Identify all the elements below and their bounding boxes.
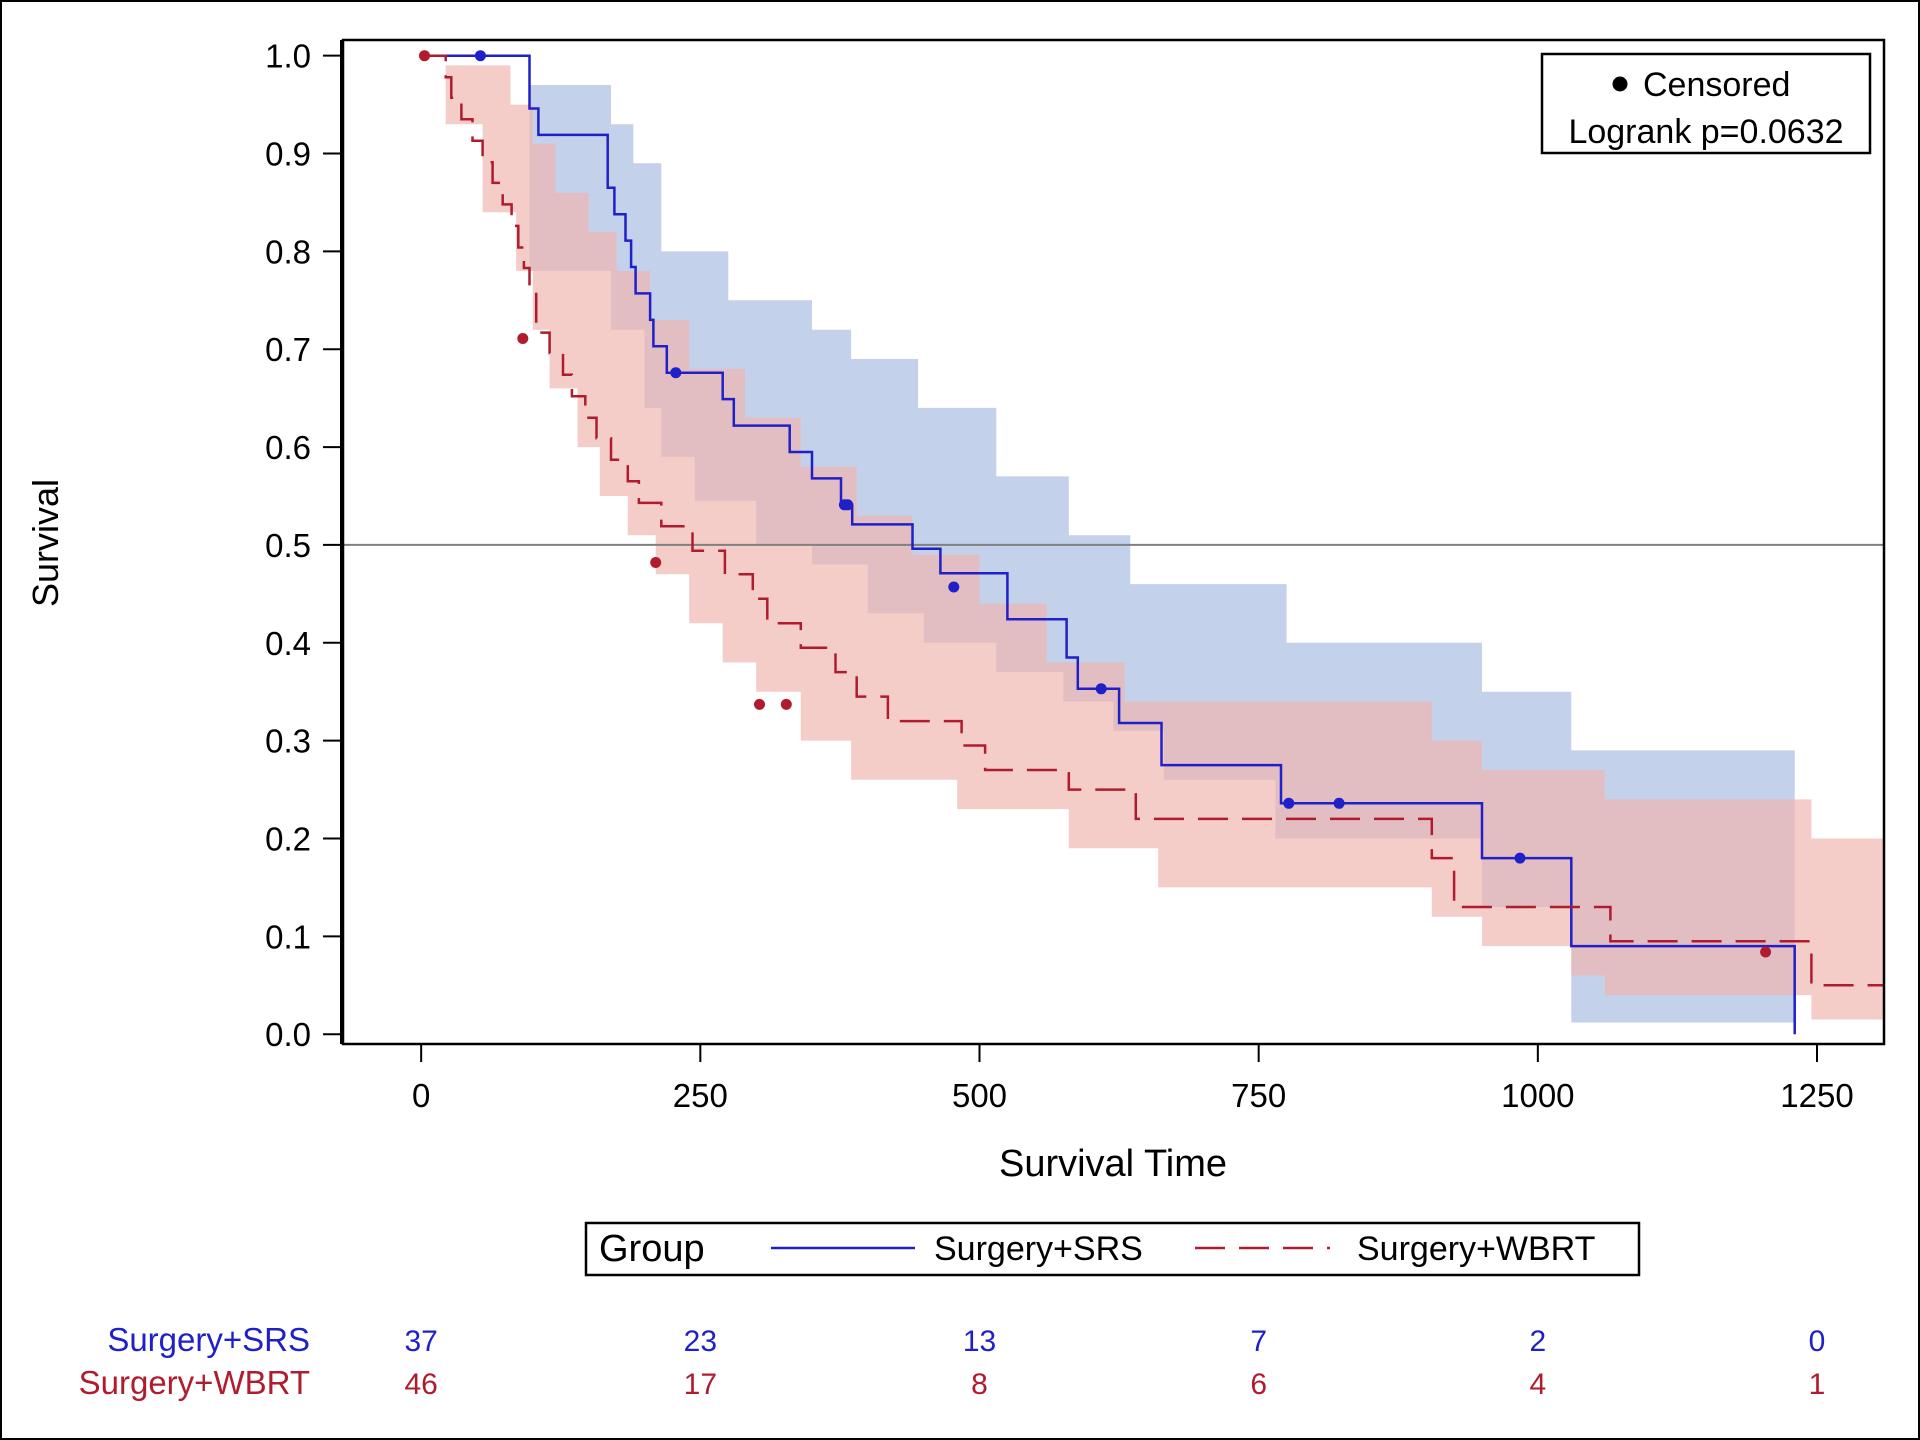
censored-legend-label: Censored <box>1643 66 1790 104</box>
censored-point-srs <box>1514 852 1526 864</box>
censored-point-srs <box>1095 683 1107 695</box>
x-tick-label: 500 <box>952 1077 1007 1114</box>
y-tick-label: 0.5 <box>265 527 311 564</box>
y-axis-label: Survival <box>25 479 66 607</box>
y-tick-label: 0.8 <box>265 233 311 270</box>
at-risk-value-wbrt: 46 <box>404 1368 437 1401</box>
survival-curves <box>421 54 1884 1035</box>
x-tick-label: 1250 <box>1780 1077 1853 1114</box>
legend-label-wbrt: Surgery+WBRT <box>1357 1230 1595 1268</box>
group-legend-box <box>584 1221 1641 1277</box>
logrank-text: Logrank p=0.0632 <box>1568 113 1843 151</box>
at-risk-value-srs: 0 <box>1809 1325 1826 1358</box>
censored-point-srs <box>474 50 486 62</box>
at-risk-value-wbrt: 4 <box>1529 1368 1546 1401</box>
x-axis-label: Survival Time <box>999 1143 1227 1185</box>
stat-inset-box <box>1540 52 1872 155</box>
y-tick-label: 0.2 <box>265 821 311 858</box>
at-risk-value-srs: 13 <box>963 1325 996 1358</box>
y-tick-label: 0.1 <box>265 918 311 955</box>
at-risk-value-wbrt: 17 <box>684 1368 717 1401</box>
censored-point-wbrt <box>419 50 430 62</box>
plot-frame <box>341 38 1886 1046</box>
censored-legend-marker <box>1612 76 1628 92</box>
group-legend: Group Surgery+SRS Surgery+WBRT <box>584 1221 1641 1277</box>
y-tick-label: 0.6 <box>265 429 311 466</box>
group-legend-title: Group <box>599 1228 705 1270</box>
censored-point-srs <box>1283 797 1295 809</box>
stat-inset: Censored Logrank p=0.0632 <box>1540 52 1872 155</box>
at-risk-value-srs: 37 <box>404 1325 437 1358</box>
at-risk-value-srs: 23 <box>684 1325 717 1358</box>
confidence-band-wbrt <box>421 55 1885 1020</box>
at-risk-value-wbrt: 1 <box>1809 1368 1826 1401</box>
y-tick-label: 0.4 <box>265 625 311 662</box>
censored-point-wbrt <box>1760 946 1772 958</box>
survival-curve-srs <box>421 54 1796 1035</box>
x-axis: 0 250 500 750 1000 1250 <box>412 1044 1854 1114</box>
y-axis: 0.0 0.1 0.2 0.3 0.4 0.5 0.6 0.7 0.8 0.9 1.0 <box>265 38 343 1053</box>
y-tick-label: 0.9 <box>265 136 311 173</box>
at-risk-values: 37 23 13 7 2 0 46 17 8 6 4 1 <box>404 1325 1825 1401</box>
survival-curve-wbrt <box>421 54 1884 987</box>
legend-label-srs: Surgery+SRS <box>934 1230 1143 1268</box>
confidence-bands <box>421 55 1885 1023</box>
x-tick-label: 750 <box>1231 1077 1286 1114</box>
censored-point-srs <box>1333 797 1345 809</box>
at-risk-value-srs: 7 <box>1250 1325 1267 1358</box>
censored-point-srs <box>842 499 854 511</box>
censored-point-srs <box>948 581 960 593</box>
censored-point-srs <box>670 367 682 379</box>
at-risk-label-srs: Surgery+SRS <box>107 1321 310 1358</box>
at-risk-value-wbrt: 6 <box>1250 1368 1267 1401</box>
x-tick-label: 250 <box>673 1077 728 1114</box>
y-tick-label: 0.7 <box>265 331 311 368</box>
x-tick-label: 1000 <box>1501 1077 1574 1114</box>
censored-point-wbrt <box>650 557 662 568</box>
censored-point-wbrt <box>754 698 765 710</box>
y-tick-label: 0.0 <box>265 1016 311 1053</box>
y-tick-label: 0.3 <box>265 723 311 760</box>
at-risk-table: Surgery+SRS Surgery+WBRT 37 23 13 7 2 0 46 17 8 6… <box>79 1321 1826 1401</box>
y-tick-label: 1.0 <box>265 38 311 75</box>
at-risk-value-wbrt: 8 <box>971 1368 988 1401</box>
censored-markers <box>419 50 1772 958</box>
x-tick-label: 0 <box>412 1077 430 1114</box>
at-risk-value-srs: 2 <box>1529 1325 1546 1358</box>
at-risk-label-wbrt: Surgery+WBRT <box>79 1364 310 1401</box>
censored-point-wbrt <box>780 698 792 710</box>
censored-point-wbrt <box>517 333 529 344</box>
